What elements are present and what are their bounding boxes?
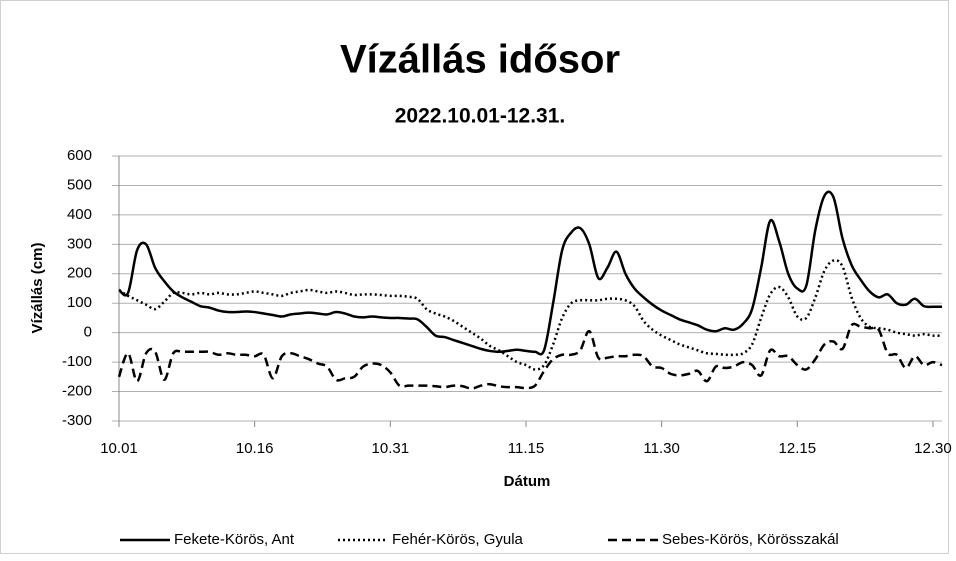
y-tick-label: 300	[67, 235, 92, 252]
y-tick-label: 0	[84, 324, 92, 341]
x-axis-label: Dátum	[504, 473, 551, 490]
y-tick-label: 200	[67, 265, 92, 282]
chart-subtitle: 2022.10.01-12.31.	[395, 105, 565, 128]
y-tick-label: -300	[62, 412, 92, 429]
series-line	[118, 259, 943, 371]
x-tick-label: 12.30	[914, 440, 952, 457]
x-tick-label: 12.15	[779, 440, 817, 457]
chart-title: Vízállás idősor	[340, 38, 620, 82]
y-tick-label: 400	[67, 206, 92, 223]
legend-label: Sebes-Körös, Körösszakál	[662, 531, 839, 548]
legend-label: Fehér-Körös, Gyula	[392, 531, 524, 548]
series-line	[117, 322, 943, 390]
y-tick-label: 500	[67, 176, 92, 193]
x-tick-label: 11.30	[643, 440, 679, 457]
y-tick-label: 600	[67, 147, 92, 164]
x-tick-label: 10.31	[372, 440, 410, 457]
legend-label: Fekete-Körös, Ant	[174, 531, 295, 548]
y-tick-label: 100	[67, 294, 92, 311]
y-axis-label: Vízállás (cm)	[29, 243, 46, 334]
x-tick-label: 10.16	[236, 440, 274, 457]
y-tick-label: -200	[62, 383, 92, 400]
series-line	[118, 190, 943, 356]
x-tick-label: 10.01	[100, 440, 138, 457]
y-tick-label: -100	[62, 353, 92, 370]
x-tick-label: 11.15	[508, 440, 544, 457]
